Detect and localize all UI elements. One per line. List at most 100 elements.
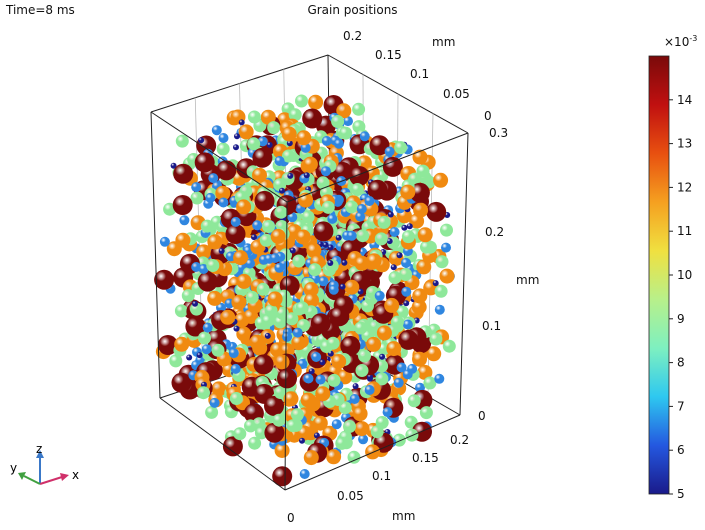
grain <box>198 137 205 144</box>
grain <box>253 354 274 375</box>
grain <box>407 394 421 408</box>
grain <box>159 236 170 247</box>
grain <box>420 240 433 254</box>
grain <box>206 259 220 272</box>
grain <box>396 252 403 259</box>
colorbar-tick-label: 10 <box>677 268 692 282</box>
grain <box>434 304 445 315</box>
grain <box>201 381 207 388</box>
grain <box>252 220 263 231</box>
grain <box>247 137 261 151</box>
grain <box>407 363 418 374</box>
grain <box>320 166 331 177</box>
grain <box>433 172 449 188</box>
grain <box>335 436 349 450</box>
grain <box>364 385 375 395</box>
grain <box>233 144 239 151</box>
grain <box>238 124 254 140</box>
grain <box>359 131 370 142</box>
z-tick-label: 0.1 <box>482 319 501 333</box>
grain <box>393 377 404 388</box>
grain <box>198 264 209 274</box>
grain <box>264 304 278 318</box>
grain <box>319 359 326 366</box>
grain <box>292 327 303 338</box>
grain <box>220 309 236 325</box>
grain <box>347 450 361 464</box>
grain <box>442 339 456 353</box>
grain <box>236 273 252 289</box>
grain <box>205 405 219 419</box>
grain <box>275 306 289 320</box>
grain <box>245 258 255 269</box>
grain <box>327 244 334 251</box>
grain <box>423 376 437 390</box>
grain <box>321 200 335 214</box>
y-tick-label: 0.15 <box>375 48 402 62</box>
grain <box>274 443 290 458</box>
grain <box>308 94 324 110</box>
grain <box>401 230 415 244</box>
grain <box>331 115 345 128</box>
grain-cloud <box>154 94 456 487</box>
grain <box>277 368 297 389</box>
grain <box>366 253 382 269</box>
colorbar-tick-label: 14 <box>677 93 692 107</box>
grain <box>274 156 285 166</box>
grain <box>345 200 359 214</box>
grain <box>332 161 353 182</box>
grain <box>354 421 370 437</box>
grain <box>215 185 231 201</box>
grain <box>341 259 348 266</box>
grain <box>376 325 392 341</box>
grain <box>249 334 265 350</box>
grain <box>311 352 322 362</box>
grain <box>354 321 368 335</box>
grain <box>281 126 297 142</box>
grain <box>435 255 449 269</box>
grain <box>321 136 332 146</box>
grain <box>231 294 247 310</box>
grain <box>308 368 315 375</box>
axis-tick-labels: 0 0.05 0.1 0.15 0.2 mm 0 0.05 0.1 0.15 0.2 mm 0 0.1 0.… <box>287 29 539 525</box>
grain <box>211 343 225 357</box>
grain <box>230 216 241 227</box>
grain <box>252 147 273 168</box>
grain <box>303 450 319 466</box>
grain <box>417 364 433 380</box>
z-tick-label: 0.3 <box>489 126 508 140</box>
grain <box>367 373 373 380</box>
z-tick-label: 0.2 <box>485 225 504 239</box>
grain <box>355 211 366 222</box>
grain <box>236 326 252 342</box>
grain <box>344 279 360 295</box>
grain <box>416 164 430 178</box>
grain <box>401 257 411 268</box>
triad-y-label: y <box>10 461 17 475</box>
grain <box>411 299 427 315</box>
grain <box>256 282 270 296</box>
grain <box>254 190 275 211</box>
grain <box>439 268 455 284</box>
grain <box>440 223 453 237</box>
grain <box>282 149 295 163</box>
grain <box>409 182 430 203</box>
grain <box>273 386 287 399</box>
grain <box>174 304 188 318</box>
grain <box>218 197 229 208</box>
grain <box>412 351 427 367</box>
grain <box>185 316 206 337</box>
grain <box>287 172 294 179</box>
grain <box>432 280 439 287</box>
grain <box>382 407 393 418</box>
grain <box>299 469 310 479</box>
grain <box>366 336 382 352</box>
grain <box>291 335 307 351</box>
grain <box>295 94 308 108</box>
colorbar-tick-label: 8 <box>677 356 685 370</box>
grain <box>387 211 394 218</box>
grain <box>384 146 395 157</box>
grain <box>426 346 442 362</box>
grain <box>233 427 247 441</box>
